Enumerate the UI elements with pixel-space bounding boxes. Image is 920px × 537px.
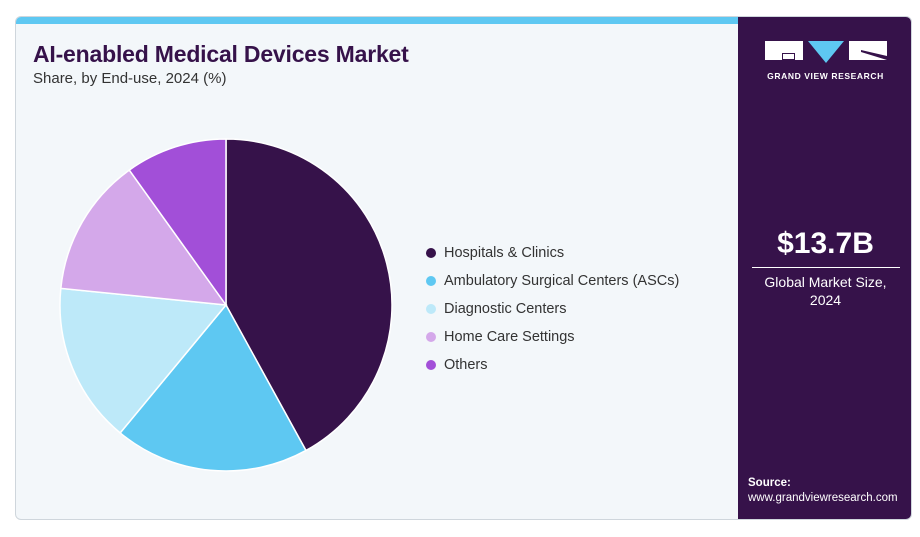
legend-item: Ambulatory Surgical Centers (ASCs) <box>426 267 679 295</box>
legend-label: Home Care Settings <box>444 329 575 345</box>
divider <box>752 267 900 268</box>
source-link[interactable]: www.grandviewresearch.com <box>748 492 898 504</box>
legend-dot-icon <box>426 332 436 342</box>
pie-slice-diagnostic-centers <box>59 287 228 434</box>
legend-item: Home Care Settings <box>426 323 679 351</box>
pie-slice-ambulatory-surgical-centers-ascs <box>119 303 307 472</box>
market-size-label-line1: Global Market Size, <box>764 274 887 290</box>
pie-slice-others <box>128 138 227 308</box>
pie-slice-hospitals-clinics <box>225 138 393 452</box>
market-size-value: $13.7B <box>777 227 874 260</box>
chart-subtitle: Share, by End-use, 2024 (%) <box>33 70 227 87</box>
legend-dot-icon <box>426 304 436 314</box>
legend-item: Hospitals & Clinics <box>426 239 679 267</box>
legend-dot-icon <box>426 360 436 370</box>
legend-label: Diagnostic Centers <box>444 301 567 317</box>
info-panel: GRAND VIEW RESEARCH $13.7B Global Market… <box>738 17 911 519</box>
chart-card: AI-enabled Medical Devices Market Share,… <box>15 16 912 520</box>
legend: Hospitals & Clinics Ambulatory Surgical C… <box>426 239 679 379</box>
legend-label: Ambulatory Surgical Centers (ASCs) <box>444 273 680 289</box>
source: Source: www.grandviewresearch.com <box>748 476 898 506</box>
market-size-label: Global Market Size, 2024 <box>738 273 911 309</box>
gvr-logo-icon <box>765 41 887 63</box>
legend-item: Others <box>426 351 679 379</box>
source-label: Source: <box>748 477 791 489</box>
legend-label: Others <box>444 357 488 373</box>
chart-title: AI-enabled Medical Devices Market <box>33 41 409 67</box>
accent-bar <box>16 17 738 24</box>
brand-name: GRAND VIEW RESEARCH <box>767 71 884 81</box>
pie-chart <box>59 138 393 472</box>
legend-item: Diagnostic Centers <box>426 295 679 323</box>
market-size-label-line2: 2024 <box>809 292 842 308</box>
legend-dot-icon <box>426 276 436 286</box>
legend-dot-icon <box>426 248 436 258</box>
pie-slice-home-care-settings <box>60 169 228 306</box>
legend-label: Hospitals & Clinics <box>444 245 565 261</box>
